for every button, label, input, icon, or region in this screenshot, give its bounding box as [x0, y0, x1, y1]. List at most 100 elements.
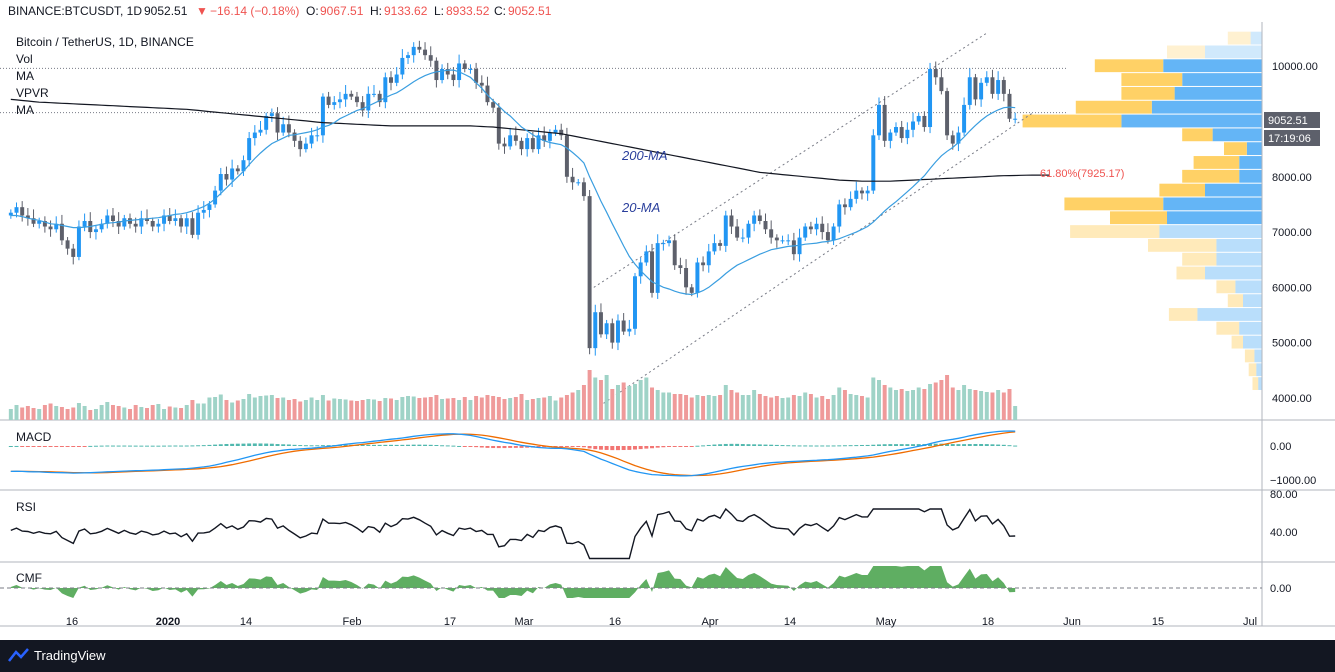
volume-bar — [213, 397, 218, 420]
legend-ma-2[interactable]: MA — [16, 103, 34, 117]
volume-bar — [411, 396, 416, 420]
candle-body — [633, 276, 637, 329]
candle-body — [1007, 93, 1012, 119]
macd-histogram-bar — [894, 444, 898, 446]
tradingview-logo-icon — [8, 648, 29, 662]
macd-histogram-bar — [1001, 444, 1006, 446]
volume-bar — [615, 385, 620, 420]
candle-body — [82, 221, 87, 227]
candle-body — [542, 135, 547, 141]
macd-histogram-bar — [400, 444, 405, 446]
volume-profile-bar — [1227, 31, 1251, 45]
candle-body — [825, 232, 830, 241]
volume-profile-bar — [1168, 308, 1198, 321]
volume-bar — [1007, 389, 1012, 420]
macd-histogram-bar — [553, 446, 558, 447]
macd-histogram-bar — [689, 446, 694, 447]
macd-histogram-bar — [718, 444, 723, 446]
candle-body — [156, 223, 161, 227]
volume-bar — [167, 406, 172, 420]
volume-bar — [712, 396, 717, 420]
volume-bar — [774, 396, 779, 420]
volume-bar — [25, 406, 30, 420]
volume-bar — [933, 382, 938, 420]
volume-bar — [315, 400, 320, 420]
volume-bar — [462, 397, 467, 420]
volume-bar — [196, 403, 201, 420]
volume-bar — [678, 394, 683, 420]
candle-body — [366, 93, 371, 111]
volume-bar — [99, 405, 104, 420]
macd-histogram-bar — [434, 444, 439, 446]
candle-body — [757, 215, 762, 221]
volume-profile-bar — [1243, 335, 1262, 349]
macd-histogram-bar — [110, 445, 115, 447]
candle-body — [76, 226, 81, 257]
volume-bar — [281, 397, 286, 420]
symbol-label[interactable]: BINANCE:BTCUSDT, 1D — [8, 4, 143, 18]
candle-body — [201, 209, 206, 213]
candle-body — [162, 215, 167, 224]
open-label: O: — [306, 4, 319, 18]
volume-bar — [519, 394, 524, 420]
volume-bar — [150, 405, 155, 420]
legend-vpvr[interactable]: VPVR — [16, 86, 49, 100]
macd-histogram-bar — [275, 444, 280, 446]
time-axis: 16 2020 14 Feb 17 Mar 16 Apr 14 May 18 Jun 15 Jul — [66, 616, 1257, 628]
macd-histogram-bar — [916, 444, 921, 446]
volume-bar — [530, 399, 535, 420]
macd-histogram-bar — [905, 444, 910, 446]
macd-histogram-bar — [882, 444, 887, 446]
macd-histogram-bar — [1013, 445, 1018, 447]
macd-histogram-bar — [71, 446, 76, 447]
legend-ma[interactable]: MA — [16, 69, 34, 83]
volume-profile-bar — [1148, 238, 1217, 252]
volume-bar — [905, 391, 910, 420]
candle-body — [871, 135, 876, 191]
macd-histogram-bar — [803, 445, 808, 447]
candle-body — [303, 143, 308, 150]
price-tick-label: 5000.00 — [1272, 338, 1312, 350]
macd-histogram-bar — [962, 444, 967, 446]
time-tick-label: 2020 — [156, 616, 180, 628]
candle-body — [167, 215, 172, 221]
volume-bar — [230, 402, 235, 420]
macd-histogram-bar — [247, 443, 252, 446]
macd-histogram-bar — [485, 446, 490, 448]
volume-bar — [428, 397, 433, 420]
macd-histogram-bar — [59, 446, 64, 447]
candle-body — [695, 262, 700, 293]
candle-body — [655, 243, 660, 293]
candles[interactable] — [8, 40, 1018, 356]
candle-body — [928, 68, 933, 128]
channel-upper-line — [589, 32, 988, 291]
volume-bar — [88, 410, 93, 420]
candle-body — [831, 226, 836, 241]
macd-pane-label: MACD — [16, 430, 52, 444]
candle-body — [723, 215, 728, 246]
macd-histogram-bar — [774, 444, 779, 446]
candle-body — [184, 218, 189, 227]
candle-body — [598, 312, 603, 335]
volume-profile-bar — [1239, 321, 1262, 335]
time-tick-label: May — [876, 616, 897, 628]
macd-histogram-bar — [99, 445, 104, 447]
volume-bar — [218, 394, 223, 420]
legend-vol[interactable]: Vol — [16, 52, 33, 66]
volume-bar — [973, 390, 978, 420]
volume-bar — [423, 397, 428, 420]
candle-body — [315, 135, 320, 137]
price-chart[interactable]: 4000.00 5000.00 6000.00 7000.00 8000.00 10000… — [0, 22, 1335, 640]
price-tick-label: 4000.00 — [1272, 393, 1312, 405]
volume-profile-bar — [1216, 280, 1236, 294]
volume-bar — [406, 396, 411, 420]
volume-bar — [110, 405, 115, 420]
macd-histogram-bar — [513, 446, 518, 448]
price-tick-label: 6000.00 — [1272, 282, 1312, 294]
macd-histogram-bar — [984, 444, 989, 446]
candle-body — [298, 140, 303, 150]
chart-title: Bitcoin / TetherUS, 1D, BINANCE — [16, 35, 194, 49]
volume-bar — [525, 400, 530, 420]
candle-body — [814, 223, 819, 230]
candle-body — [105, 215, 110, 224]
